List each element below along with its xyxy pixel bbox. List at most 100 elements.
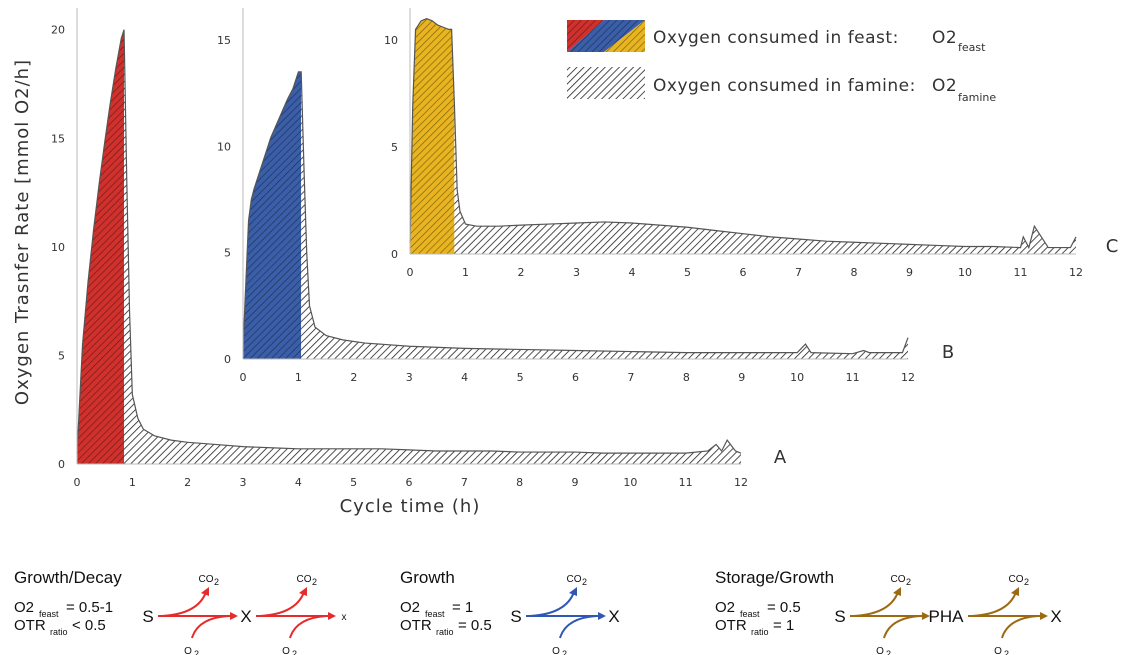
x-tick-label: 8 [851, 266, 858, 279]
x-tick-label: 3 [240, 476, 247, 489]
y-tick-label: 10 [384, 34, 398, 47]
co2-sub: 2 [214, 577, 219, 587]
scheme-otr-symbol: OTR [400, 617, 432, 634]
x-tick-label: 0 [74, 476, 81, 489]
y-tick-label: 5 [391, 141, 398, 154]
scheme-o2feast-value: = 1 [452, 599, 473, 616]
scheme-o2feast-value: = 0.5 [767, 599, 801, 616]
co2-sub: 2 [582, 577, 587, 587]
co2-label: CO [297, 574, 312, 585]
scheme-node: X [1050, 607, 1061, 626]
panel-label: B [942, 342, 954, 363]
o2-sub: 2 [562, 649, 567, 655]
x-tick-label: 0 [407, 266, 414, 279]
x-tick-label: 9 [572, 476, 579, 489]
x-tick-label: 4 [629, 266, 636, 279]
scheme-otr-symbol: OTR [14, 617, 46, 634]
scheme-otr-sub: ratio [436, 627, 454, 637]
scheme-o2feast-sub: feast [740, 609, 760, 619]
x-tick-label: 8 [683, 371, 690, 384]
x-tick-label: 6 [740, 266, 747, 279]
x-tick-label: 7 [461, 476, 468, 489]
scheme-o2feast-symbol: O2 [715, 599, 735, 616]
legend-feast-symbol: O2 [932, 28, 957, 48]
co2-label: CO [199, 574, 214, 585]
scheme-otr-sub: ratio [50, 627, 68, 637]
x-tick-label: 5 [517, 371, 524, 384]
x-tick-label: 6 [406, 476, 413, 489]
legend: Oxygen consumed in feast: O2 feast Oxyge… [567, 20, 996, 104]
scheme-o2feast-sub: feast [425, 609, 445, 619]
o2-label: O [876, 646, 884, 655]
scheme-otr-value: = 0.5 [458, 617, 492, 634]
o2-label: O [552, 646, 560, 655]
x-tick-label: 4 [295, 476, 302, 489]
scheme-o2feast-symbol: O2 [14, 599, 34, 616]
co2-label: CO [891, 574, 906, 585]
legend-feast-label: Oxygen consumed in feast: [653, 28, 899, 48]
scheme-o2feast-symbol: O2 [400, 599, 420, 616]
o2-sub: 2 [886, 649, 891, 655]
scheme-o2feast-sub: feast [39, 609, 59, 619]
x-tick-label: 6 [572, 371, 579, 384]
scheme-node: S [142, 607, 153, 626]
x-tick-label: 2 [184, 476, 191, 489]
o2-label: O [994, 646, 1002, 655]
x-tick-label: 2 [350, 371, 357, 384]
scheme-otr-value: < 0.5 [72, 617, 106, 634]
famine-area-c [454, 104, 1076, 255]
famine-area-b [301, 71, 908, 360]
x-tick-label: 9 [906, 266, 913, 279]
scheme-node: S [510, 607, 521, 626]
o2-sub: 2 [1004, 649, 1009, 655]
x-tick-label: 10 [958, 266, 972, 279]
y-tick-label: 5 [224, 247, 231, 260]
scheme-node: x [342, 612, 347, 623]
x-tick-label: 3 [406, 371, 413, 384]
co2-sub: 2 [312, 577, 317, 587]
x-tick-label: 8 [516, 476, 523, 489]
x-tick-label: 11 [846, 371, 860, 384]
otr-line-a [76, 29, 742, 454]
co2-sub: 2 [1024, 577, 1029, 587]
scheme-node: PHA [929, 607, 965, 626]
o2-label: O [184, 646, 192, 655]
y-tick-label: 20 [51, 24, 65, 37]
scheme-title: Growth/Decay [14, 568, 122, 587]
y-tick-label: 0 [391, 248, 398, 261]
scheme-otr-symbol: OTR [715, 617, 747, 634]
y-axis-title: Oxygen Trasnfer Rate [mmol O2/h] [12, 59, 33, 405]
panel-label: C [1106, 236, 1119, 257]
x-tick-label: 12 [734, 476, 748, 489]
legend-famine-swatch [567, 67, 645, 99]
scheme-node: S [834, 607, 845, 626]
x-tick-label: 5 [684, 266, 691, 279]
x-tick-label: 4 [461, 371, 468, 384]
x-tick-label: 11 [1014, 266, 1028, 279]
scheme-node: X [608, 607, 619, 626]
panel-label: A [774, 447, 787, 468]
o2-sub: 2 [292, 649, 297, 655]
x-axis-title: Cycle time (h) [340, 496, 481, 517]
y-tick-label: 0 [58, 458, 65, 471]
x-tick-label: 10 [790, 371, 804, 384]
x-tick-label: 3 [573, 266, 580, 279]
legend-famine-sub: famine [958, 91, 996, 104]
x-tick-label: 1 [129, 476, 136, 489]
y-tick-label: 5 [58, 349, 65, 362]
o2-label: O [282, 646, 290, 655]
y-tick-label: 15 [217, 34, 231, 47]
scheme-otr-value: = 1 [773, 617, 794, 634]
co2-label: CO [567, 574, 582, 585]
scheme-title: Growth [400, 568, 455, 587]
x-tick-label: 7 [795, 266, 802, 279]
scheme-title: Storage/Growth [715, 568, 834, 587]
otr-line-b [242, 71, 909, 355]
x-tick-label: 5 [350, 476, 357, 489]
x-tick-label: 9 [738, 371, 745, 384]
